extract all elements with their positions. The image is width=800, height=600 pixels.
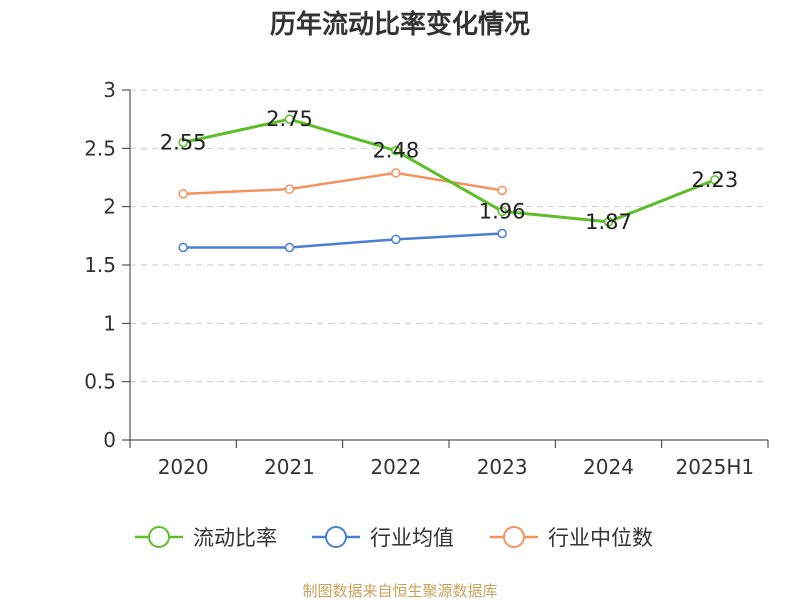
data-point: [497, 228, 507, 239]
legend-marker: [325, 526, 347, 548]
data-labels: 2.55 2.75 2.48 1.96 1.87 2.23: [160, 107, 738, 234]
series-lines: [178, 114, 720, 253]
chart-title: 历年流动比率变化情况: [270, 9, 530, 40]
y-tick-label: 2.5: [84, 136, 116, 160]
y-tick-label: 3: [103, 78, 116, 102]
legend-label: 流动比率: [193, 526, 277, 550]
data-point: [497, 206, 507, 217]
y-tick-label: 1: [103, 311, 116, 335]
legend-marker: [503, 526, 525, 548]
data-point: [284, 114, 295, 124]
y-tick-label: 2: [103, 195, 116, 219]
x-tick-label: 2022: [370, 455, 421, 479]
x-tick-label: 2020: [158, 455, 209, 479]
data-point: [497, 185, 507, 196]
data-point: [391, 168, 401, 178]
data-point: [178, 137, 188, 148]
axes: 0 0.5 1 1.5 2 2.5 3 2020 2021 2022 2023 2024 2025H1: [84, 78, 769, 479]
y-tick-label: 1.5: [84, 253, 116, 277]
data-label: 2.48: [372, 139, 419, 163]
y-tick-label: 0: [103, 428, 116, 452]
source-note: 制图数据来自恒生聚源数据库: [302, 582, 497, 600]
data-point: [178, 242, 188, 253]
series-line: [182, 117, 716, 224]
data-point: [178, 189, 188, 199]
x-tick-label: 2025H1: [675, 455, 754, 479]
data-label: 2.75: [266, 107, 313, 131]
x-tick-label: 2021: [264, 455, 315, 479]
data-label: 1.96: [479, 199, 526, 223]
legend: 流动比率 行业均值 行业中位数: [135, 526, 653, 550]
data-label: 2.23: [691, 168, 738, 192]
legend-label: 行业中位数: [548, 526, 653, 550]
x-tick-label: 2023: [477, 455, 528, 479]
data-point: [284, 184, 295, 194]
data-point: [391, 145, 401, 156]
y-tick-label: 0.5: [84, 370, 116, 394]
data-label: 2.55: [160, 131, 207, 155]
x-tick-label: 2024: [583, 455, 634, 479]
data-point: [284, 242, 295, 253]
legend-label: 行业均值: [370, 526, 454, 550]
data-point: [710, 175, 720, 185]
data-point: [391, 234, 401, 245]
series-line: [183, 232, 503, 249]
grid-lines: [130, 89, 768, 383]
legend-marker: [148, 526, 170, 548]
data-point: [603, 217, 614, 227]
data-label: 1.87: [585, 210, 632, 234]
